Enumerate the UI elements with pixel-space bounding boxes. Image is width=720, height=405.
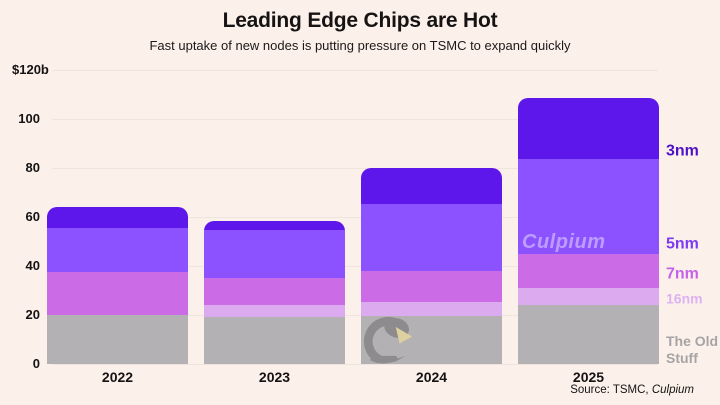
- grid-line-40: [52, 265, 658, 267]
- y-axis-tick-label: 100: [18, 111, 40, 126]
- watermark-text: Culpium: [522, 231, 606, 253]
- grid-line-80: [52, 167, 658, 169]
- bar-segment-3nm: [204, 220, 345, 231]
- bar-segment-5nm: [518, 159, 659, 254]
- x-axis-label-2023: 2023: [258, 369, 291, 385]
- x-axis-label-2025: 2025: [572, 369, 605, 385]
- bar-segment-16nm: [518, 288, 659, 306]
- bar-segment-7nm: [204, 278, 345, 306]
- bar-segment-5nm: [204, 230, 345, 279]
- bar-segment-5nm: [47, 228, 188, 273]
- bar-2023: [204, 220, 345, 364]
- x-axis-label-2024: 2024: [415, 369, 448, 385]
- legend-label-3nm: 3nm: [666, 142, 699, 160]
- bar-segment-3nm: [361, 168, 502, 204]
- bar-segment-7nm: [47, 272, 188, 315]
- legend-label-16nm: 16nm: [666, 290, 703, 307]
- grid-line-100: [52, 118, 658, 120]
- chart-subtitle: Fast uptake of new nodes is putting pres…: [149, 38, 571, 53]
- bar-segment-the-old-stuff: [47, 314, 188, 364]
- grid-line-120: [52, 69, 658, 71]
- bar-segment-the-old-stuff: [518, 305, 659, 364]
- grid-line-20: [52, 314, 658, 316]
- bar-2025: [518, 98, 659, 364]
- y-axis-tick-label: $120b: [12, 62, 49, 77]
- legend-label-the-old-stuff: The Old Stuff: [666, 333, 719, 366]
- bar-segment-16nm: [361, 301, 502, 317]
- bar-2024: [361, 168, 502, 364]
- bar-segment-the-old-stuff: [204, 317, 345, 364]
- bar-2022: [47, 207, 188, 364]
- bar-segment-16nm: [204, 305, 345, 318]
- legend-label-7nm: 7nm: [666, 265, 699, 283]
- y-axis-tick-label: 20: [25, 307, 40, 322]
- y-axis-tick-label: 60: [25, 209, 40, 224]
- y-axis-tick-label: 80: [25, 160, 40, 175]
- grid-line-60: [52, 216, 658, 218]
- grid-line-0: [52, 363, 658, 365]
- bar-segment-7nm: [518, 253, 659, 289]
- bar-segment-5nm: [361, 203, 502, 271]
- bar-segment-3nm: [518, 98, 659, 160]
- chart-title: Leading Edge Chips are Hot: [222, 9, 498, 32]
- y-axis-tick-label: 40: [25, 258, 40, 273]
- source-brand: Culpium: [651, 384, 694, 396]
- source-credit: Source: TSMC, Culpium: [570, 384, 694, 396]
- x-axis-label-2022: 2022: [101, 369, 134, 385]
- y-axis-tick-label: 0: [32, 356, 40, 371]
- legend-label-5nm: 5nm: [666, 235, 699, 253]
- bar-segment-7nm: [361, 270, 502, 302]
- source-text: Source: TSMC,: [570, 384, 652, 396]
- bar-segment-3nm: [47, 207, 188, 228]
- lamp-logo-icon: [364, 316, 413, 364]
